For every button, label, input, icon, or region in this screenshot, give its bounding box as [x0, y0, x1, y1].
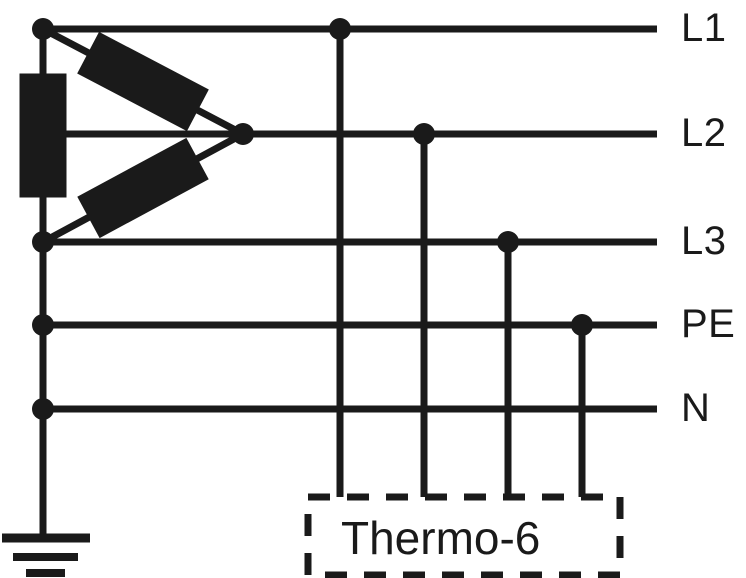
- rail-label-l1: L1: [681, 6, 727, 50]
- junction-dot-node-pe-left: [32, 314, 54, 336]
- rail-label-n: N: [681, 386, 711, 430]
- heating-element-vertical-body: [19, 73, 67, 198]
- junction-dot-node-l1-tap: [329, 18, 351, 40]
- thermo-6-dashed-border[interactable]: [304, 493, 624, 578]
- drop-lines-group: [336, 29, 586, 497]
- junction-dot-node-l1-left: [32, 18, 54, 40]
- ground-symbol-group: [2, 409, 90, 577]
- rail-label-l2: L2: [681, 111, 727, 155]
- junction-dot-node-l2-tap: [413, 123, 435, 145]
- rail-label-pe: PE: [681, 302, 736, 346]
- thermo-6-label: Thermo-6: [341, 512, 541, 564]
- junction-dot-node-pe-tap: [571, 314, 593, 336]
- rail-label-l3: L3: [681, 219, 727, 263]
- junction-dot-node-l3-tap: [497, 231, 519, 253]
- junction-dots-group: [32, 18, 593, 420]
- heating-element-lower-body: [77, 137, 209, 239]
- junction-dot-node-l2-delta: [232, 123, 254, 145]
- junction-dot-node-n-left: [32, 398, 54, 420]
- device-box-group: [304, 493, 624, 578]
- heating-elements-group: [19, 25, 245, 246]
- supply-rails-group: [39, 25, 657, 538]
- junction-dot-node-l3-left: [32, 231, 54, 253]
- heating-element-upper-body: [77, 31, 209, 132]
